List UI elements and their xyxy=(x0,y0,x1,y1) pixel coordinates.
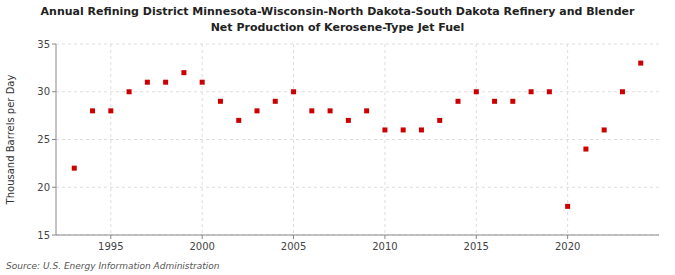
x-tick-label: 1995 xyxy=(98,241,123,252)
source-note: Source: U.S. Energy Information Administ… xyxy=(6,261,220,271)
point xyxy=(200,80,205,85)
x-tick xyxy=(110,235,111,239)
point xyxy=(236,118,241,123)
point xyxy=(510,99,515,104)
point xyxy=(127,89,132,94)
point xyxy=(273,99,278,104)
point xyxy=(638,61,643,66)
subtitle: Net Production of Kerosene-Type Jet Fuel xyxy=(211,21,465,34)
x-tick-label: 2005 xyxy=(281,241,306,252)
point xyxy=(255,108,260,113)
x-tick xyxy=(202,235,203,239)
point xyxy=(620,89,625,94)
point xyxy=(419,127,424,132)
x-tick-label: 2020 xyxy=(555,241,580,252)
y-axis-label: Thousand Barrels per Day xyxy=(5,75,16,206)
x-tick xyxy=(384,235,385,239)
point xyxy=(309,108,314,113)
point xyxy=(401,127,406,132)
x-grid-line xyxy=(476,44,477,235)
point xyxy=(90,108,95,113)
point xyxy=(145,80,150,85)
x-tick-label: 2015 xyxy=(464,241,489,252)
grid xyxy=(56,44,659,235)
chart: Annual Refining District Minnesota-Wisco… xyxy=(0,0,675,275)
y-tick-label: 25 xyxy=(37,134,50,145)
x-tick xyxy=(476,235,477,239)
point xyxy=(291,89,296,94)
point xyxy=(456,99,461,104)
point xyxy=(474,89,479,94)
point xyxy=(437,118,442,123)
x-tick xyxy=(293,235,294,239)
y-grid-line xyxy=(56,235,659,236)
point xyxy=(492,99,497,104)
point xyxy=(529,89,534,94)
x-grid-line xyxy=(384,44,385,235)
y-grid-line xyxy=(56,44,659,45)
y-tick xyxy=(52,235,56,236)
point xyxy=(328,108,333,113)
y-tick xyxy=(52,187,56,188)
point xyxy=(565,204,570,209)
point xyxy=(346,118,351,123)
y-tick-label: 15 xyxy=(37,230,50,241)
y-tick xyxy=(52,44,56,45)
y-tick xyxy=(52,139,56,140)
x-axis-line xyxy=(56,235,659,236)
point xyxy=(583,147,588,152)
y-tick-label: 20 xyxy=(37,182,50,193)
y-grid-line xyxy=(56,91,659,92)
x-grid-line xyxy=(293,44,294,235)
y-axis-line xyxy=(56,44,57,235)
point xyxy=(108,108,113,113)
point xyxy=(181,70,186,75)
title: Annual Refining District Minnesota-Wisco… xyxy=(41,5,635,18)
points xyxy=(72,61,643,209)
x-tick xyxy=(567,235,568,239)
y-tick xyxy=(52,91,56,92)
point xyxy=(72,166,77,171)
y-tick-label: 30 xyxy=(37,86,50,97)
point xyxy=(382,127,387,132)
point xyxy=(163,80,168,85)
x-grid-line xyxy=(110,44,111,235)
y-grid-line xyxy=(56,139,659,140)
x-grid-line xyxy=(202,44,203,235)
point xyxy=(364,108,369,113)
x-tick-label: 2000 xyxy=(189,241,214,252)
x-tick-label: 2010 xyxy=(372,241,397,252)
point xyxy=(218,99,223,104)
point xyxy=(547,89,552,94)
y-grid-line xyxy=(56,187,659,188)
y-tick-label: 35 xyxy=(37,39,50,50)
point xyxy=(602,127,607,132)
